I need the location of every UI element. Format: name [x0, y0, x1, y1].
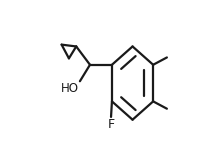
Text: HO: HO: [61, 82, 79, 95]
Text: F: F: [107, 118, 115, 131]
